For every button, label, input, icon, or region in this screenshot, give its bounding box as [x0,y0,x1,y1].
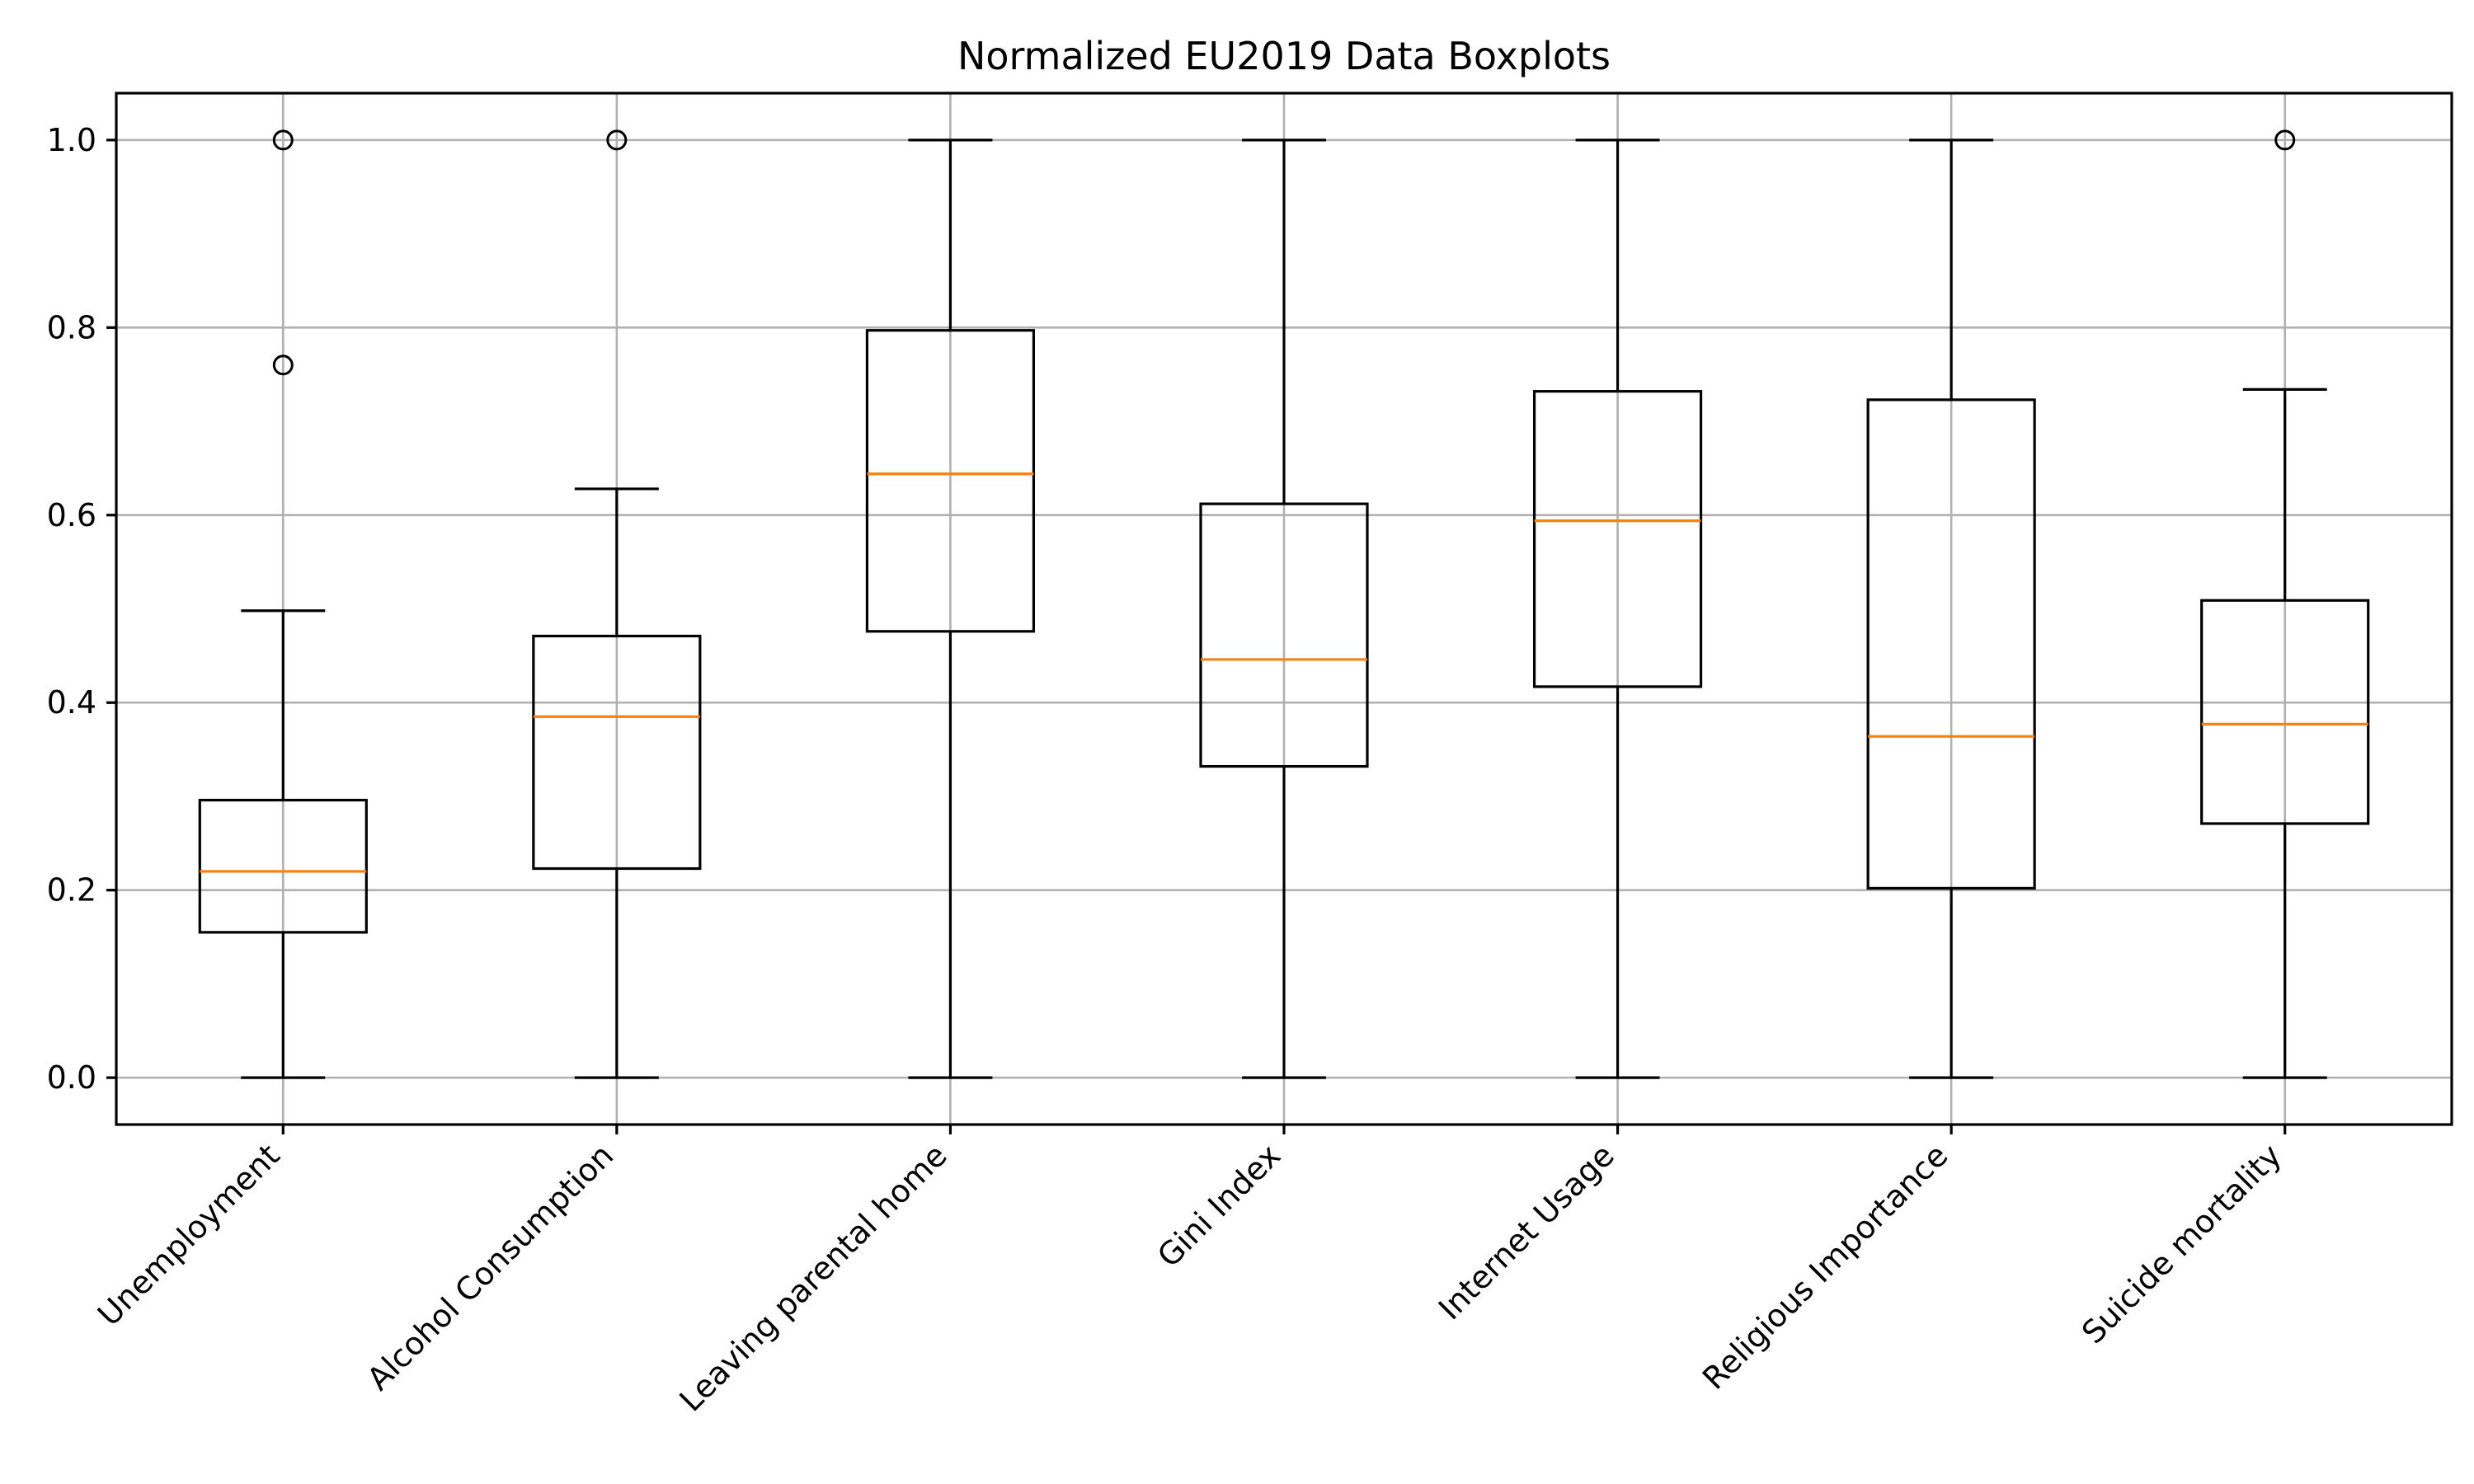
box-group [1866,139,2036,1079]
x-tick-label: Gini Index [1150,1137,1287,1274]
outlier-point [606,129,628,151]
box-group [865,139,1036,1079]
x-tick-label: Leaving parental home [672,1137,953,1418]
iqr-box [1532,390,1703,688]
plot-frame [115,92,2453,1126]
box-group [1532,139,1703,1079]
iqr-box [1866,398,2036,890]
x-tick-label: Religious Importance [1696,1137,1955,1397]
y-tick-label: 0.8 [47,309,96,345]
y-tick-label: 0.6 [47,497,96,533]
outlier-point [2274,129,2296,151]
box-group [2200,129,2370,1079]
y-tick-label: 0.2 [47,872,96,909]
iqr-box [865,329,1036,633]
boxes [198,129,2370,1079]
box-group [532,129,702,1079]
iqr-box [532,634,702,871]
iqr-box [198,798,368,934]
outlier-point [272,129,294,151]
iqr-box [1199,502,1369,768]
y-tick-label: 1.0 [47,122,96,158]
axes [106,92,2453,1134]
y-tick-label: 0.4 [47,684,96,721]
x-tick-label: Suicide mortality [2075,1137,2288,1350]
x-tick-label: Internet Usage [1432,1137,1621,1327]
outlier-point [272,355,294,376]
y-tick-label: 0.0 [47,1059,96,1096]
chart-title: Normalized EU2019 Data Boxplots [957,34,1611,78]
x-tick-label: Alcohol Consumption [360,1137,621,1397]
box-group [198,129,368,1079]
iqr-box [2200,599,2370,825]
box-group [1199,139,1369,1079]
x-tick-label: Unemployment [91,1137,287,1333]
